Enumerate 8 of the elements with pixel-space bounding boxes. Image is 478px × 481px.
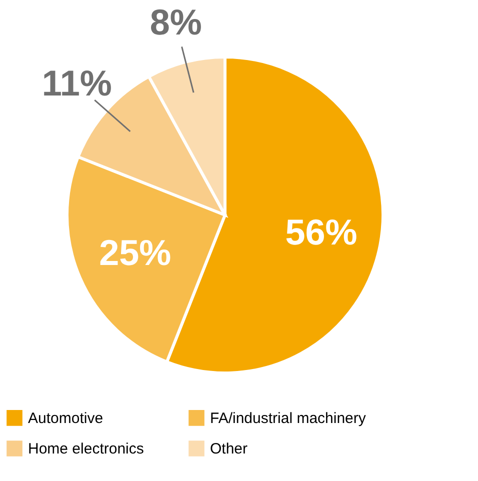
data-label: 56% (285, 211, 358, 252)
legend-label: Other (210, 440, 248, 458)
data-label: 11% (42, 62, 112, 104)
legend-label: Home electronics (28, 440, 144, 458)
data-label: 8% (150, 2, 202, 43)
legend-label: Automotive (28, 410, 104, 427)
legend-label: FA/industrial machinery (210, 410, 366, 427)
data-label: 25% (99, 232, 172, 273)
